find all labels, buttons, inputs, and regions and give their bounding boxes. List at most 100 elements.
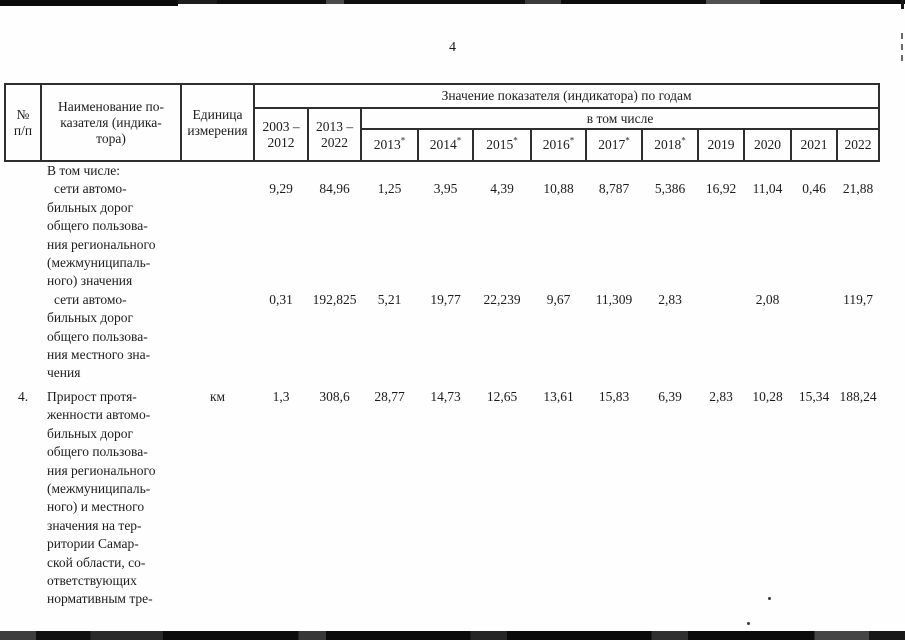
scan-artifact-top-bar-left bbox=[0, 0, 178, 6]
value-cell bbox=[308, 161, 361, 180]
value-cell: 28,77 bbox=[374, 388, 405, 404]
year-asterisk: * bbox=[681, 135, 686, 146]
value-cell bbox=[361, 161, 418, 180]
row-unit bbox=[181, 180, 254, 290]
year-asterisk: * bbox=[569, 135, 575, 146]
row-label: сети автомо- бильных дорог общего пользо… bbox=[47, 181, 156, 289]
row-unit bbox=[181, 291, 254, 383]
value-cell: 4,39 bbox=[490, 181, 514, 197]
value-cell: 9,67 bbox=[546, 291, 571, 307]
table-header: № п/п Наименование по- казателя (индика-… bbox=[4, 83, 881, 162]
header-year-2015: 2015* bbox=[472, 128, 532, 162]
value-cell: 2,83 bbox=[709, 388, 733, 404]
value-cell: 8,787 bbox=[598, 181, 630, 197]
row-label: В том числе: bbox=[47, 163, 120, 178]
value-cell: 10,28 bbox=[752, 388, 783, 404]
value-cell: 6,39 bbox=[658, 388, 682, 404]
year-label: 2014 bbox=[429, 137, 457, 152]
header-year-2017: 2017* bbox=[585, 128, 643, 162]
value-cell bbox=[698, 161, 744, 180]
header-period-2003-2012: 2003 – 2012 bbox=[253, 107, 309, 162]
year-label: 2016 bbox=[542, 137, 570, 152]
value-cell: 19,77 bbox=[430, 291, 461, 307]
value-cell: 13,61 bbox=[543, 388, 574, 404]
row-label: сети автомо- бильных дорог общего пользо… bbox=[47, 291, 151, 381]
header-name: Наименование по- казателя (индика- тора) bbox=[40, 83, 182, 162]
header-values-title: Значение показателя (индикатора) по года… bbox=[252, 83, 881, 109]
table-row: В том числе: bbox=[5, 161, 879, 180]
header-year-2016: 2016* bbox=[530, 128, 587, 162]
row-label: Прирост протя- женности автомо- бильных … bbox=[47, 388, 156, 607]
scan-artifact-corner-tick bbox=[901, 0, 904, 9]
year-asterisk: * bbox=[400, 135, 406, 146]
scan-artifact-right-dashes bbox=[901, 33, 903, 61]
value-cell: 5,21 bbox=[377, 291, 402, 307]
scan-artifact-bottom-bar bbox=[0, 631, 905, 640]
year-label: 2022 bbox=[844, 137, 872, 152]
year-label: 2021 bbox=[800, 137, 828, 152]
value-cell: 14,73 bbox=[430, 388, 461, 404]
scan-artifact-speck bbox=[747, 622, 750, 625]
header-year-2013: 2013* bbox=[360, 128, 419, 162]
header-year-2018: 2018* bbox=[641, 128, 699, 162]
value-cell bbox=[254, 161, 308, 180]
value-cell bbox=[837, 161, 879, 180]
year-label: 2018 bbox=[654, 137, 682, 152]
value-cell: 2,83 bbox=[658, 291, 682, 307]
header-num: № п/п bbox=[4, 83, 42, 162]
value-cell: 15,34 bbox=[798, 388, 830, 404]
value-cell bbox=[744, 161, 791, 180]
scan-artifact-top-bar bbox=[0, 0, 905, 4]
header-including: в том числе bbox=[359, 107, 881, 130]
table-body: В том числе: сети автомо- бильных дорог … bbox=[5, 161, 879, 609]
header-year-2020: 2020 bbox=[743, 128, 792, 162]
value-cell: 119,7 bbox=[843, 291, 873, 307]
header-year-2019: 2019 bbox=[697, 128, 745, 162]
header-year-2021: 2021 bbox=[790, 128, 838, 162]
value-cell bbox=[642, 161, 698, 180]
table-row: сети автомо- бильных дорог общего пользо… bbox=[5, 291, 879, 383]
year-asterisk: * bbox=[513, 135, 518, 146]
value-cell bbox=[531, 161, 586, 180]
header-year-2022: 2022 bbox=[835, 128, 881, 162]
value-cell: 1,3 bbox=[272, 388, 290, 404]
year-label: 2019 bbox=[707, 137, 735, 152]
value-cell: 22,239 bbox=[483, 291, 521, 307]
row-num bbox=[5, 180, 41, 290]
header-row-years: 2013* 2014* 2015* 2016* 2017* 2018* 2019… bbox=[5, 128, 881, 162]
year-label: 2017 bbox=[598, 137, 626, 152]
row-unit: км bbox=[209, 388, 226, 404]
value-cell bbox=[791, 161, 837, 180]
value-cell: 11,04 bbox=[752, 181, 783, 197]
year-asterisk: * bbox=[625, 135, 630, 146]
value-cell: 11,309 bbox=[595, 291, 633, 307]
value-cell: 5,386 bbox=[654, 181, 686, 197]
value-cell bbox=[418, 161, 473, 180]
value-cell: 12,65 bbox=[486, 388, 518, 404]
row-num: 4. bbox=[17, 388, 29, 404]
value-cell: 0,46 bbox=[802, 181, 826, 197]
table-row: 4. Прирост протя- женности автомо- бильн… bbox=[5, 383, 879, 609]
value-cell: 10,88 bbox=[543, 181, 574, 197]
value-cell: 188,24 bbox=[839, 388, 877, 404]
year-asterisk: * bbox=[456, 135, 462, 146]
header-period-2013-2022: 2013 – 2022 bbox=[307, 107, 362, 162]
value-cell: 21,88 bbox=[842, 181, 874, 197]
value-cell: 9,29 bbox=[269, 181, 293, 197]
page-number: 4 bbox=[449, 40, 456, 55]
indicators-table: № п/п Наименование по- казателя (индика-… bbox=[4, 83, 881, 609]
value-cell: 16,92 bbox=[705, 181, 737, 197]
value-cell: 308,6 bbox=[319, 388, 350, 404]
header-year-2014: 2014* bbox=[417, 128, 474, 162]
header-row-2: 2003 – 2012 2013 – 2022 в том числе bbox=[5, 107, 881, 162]
value-cell: 192,825 bbox=[312, 291, 357, 307]
value-cell bbox=[473, 161, 531, 180]
row-unit bbox=[181, 161, 254, 180]
scan-artifact-speck bbox=[768, 597, 771, 600]
value-cell bbox=[791, 291, 837, 383]
value-cell: 3,95 bbox=[433, 181, 458, 197]
row-num bbox=[5, 161, 41, 180]
year-label: 2013 bbox=[373, 137, 401, 152]
value-cell: 15,83 bbox=[598, 388, 630, 404]
